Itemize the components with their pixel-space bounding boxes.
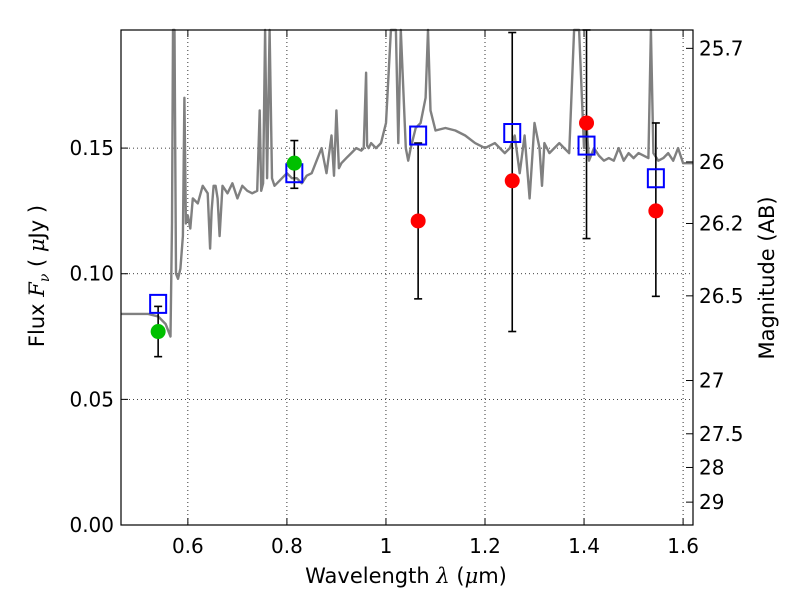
x-tick-label: 1.6	[667, 534, 699, 558]
y2-tick-label: 25.7	[699, 36, 744, 60]
y2-tick-label: 27.5	[699, 422, 744, 446]
observed-point	[410, 213, 426, 229]
y2-tick-label: 26.2	[699, 211, 744, 235]
x-axis-label-text: Wavelength	[305, 564, 430, 588]
x-axis-unit-mu: μ	[465, 564, 479, 588]
x-tick-label: 0.6	[172, 534, 204, 558]
x-axis-unit-open: (	[450, 564, 465, 588]
y-axis-symbol-sub: ν	[37, 273, 53, 282]
axis-ticks: 0.6 0.8 1 1.2 1.4 1.6 0.00 0.05 0.10 0.15 25.7 26 26…	[69, 30, 744, 558]
observed-point	[648, 203, 664, 219]
y2-tick-label: 29	[699, 490, 724, 514]
y-axis-label-text: Flux	[25, 303, 49, 347]
model-square-point	[149, 293, 168, 314]
model-square-point	[503, 123, 522, 144]
x-axis-symbol: λ	[435, 564, 449, 588]
spectrum-layer	[121, 28, 693, 338]
x-axis-unit-close: m)	[478, 564, 507, 588]
x-tick-label: 0.8	[271, 534, 303, 558]
observed-point	[150, 324, 166, 340]
y2-tick-label: 27	[699, 369, 724, 393]
spectrum-line	[121, 28, 693, 338]
y-axis-unit-open: (	[25, 252, 49, 274]
data-points	[149, 115, 665, 340]
y-axis-label: Flux Fν ( μJy )	[25, 205, 53, 347]
y2-tick-label: 28	[699, 455, 724, 479]
x-tick-label: 1.4	[568, 534, 600, 558]
observed-point	[286, 155, 302, 171]
y-tick-label: 0.10	[69, 262, 114, 286]
x-axis-label: Wavelength λ (μm)	[305, 564, 507, 588]
y-tick-label: 0.15	[69, 136, 114, 160]
model-square-point	[646, 168, 665, 189]
y2-tick-label: 26.5	[699, 284, 744, 308]
x-tick-label: 1	[380, 534, 393, 558]
y-tick-label: 0.05	[69, 387, 114, 411]
y2-tick-label: 26	[699, 150, 724, 174]
observed-point	[504, 173, 520, 189]
plot-frame	[120, 29, 694, 526]
x-tick-label: 1.2	[469, 534, 501, 558]
y2-axis-label: Magnitude (AB)	[755, 196, 779, 359]
observed-point	[579, 115, 595, 131]
model-square-point	[409, 125, 428, 146]
y-axis-unit-mu: μ	[25, 238, 49, 252]
model-square-point	[577, 135, 596, 156]
y-axis-unit-close: Jy )	[25, 205, 49, 241]
grid-lines	[121, 30, 693, 526]
y-tick-label: 0.00	[69, 513, 114, 537]
y-axis-symbol: F	[25, 281, 49, 298]
